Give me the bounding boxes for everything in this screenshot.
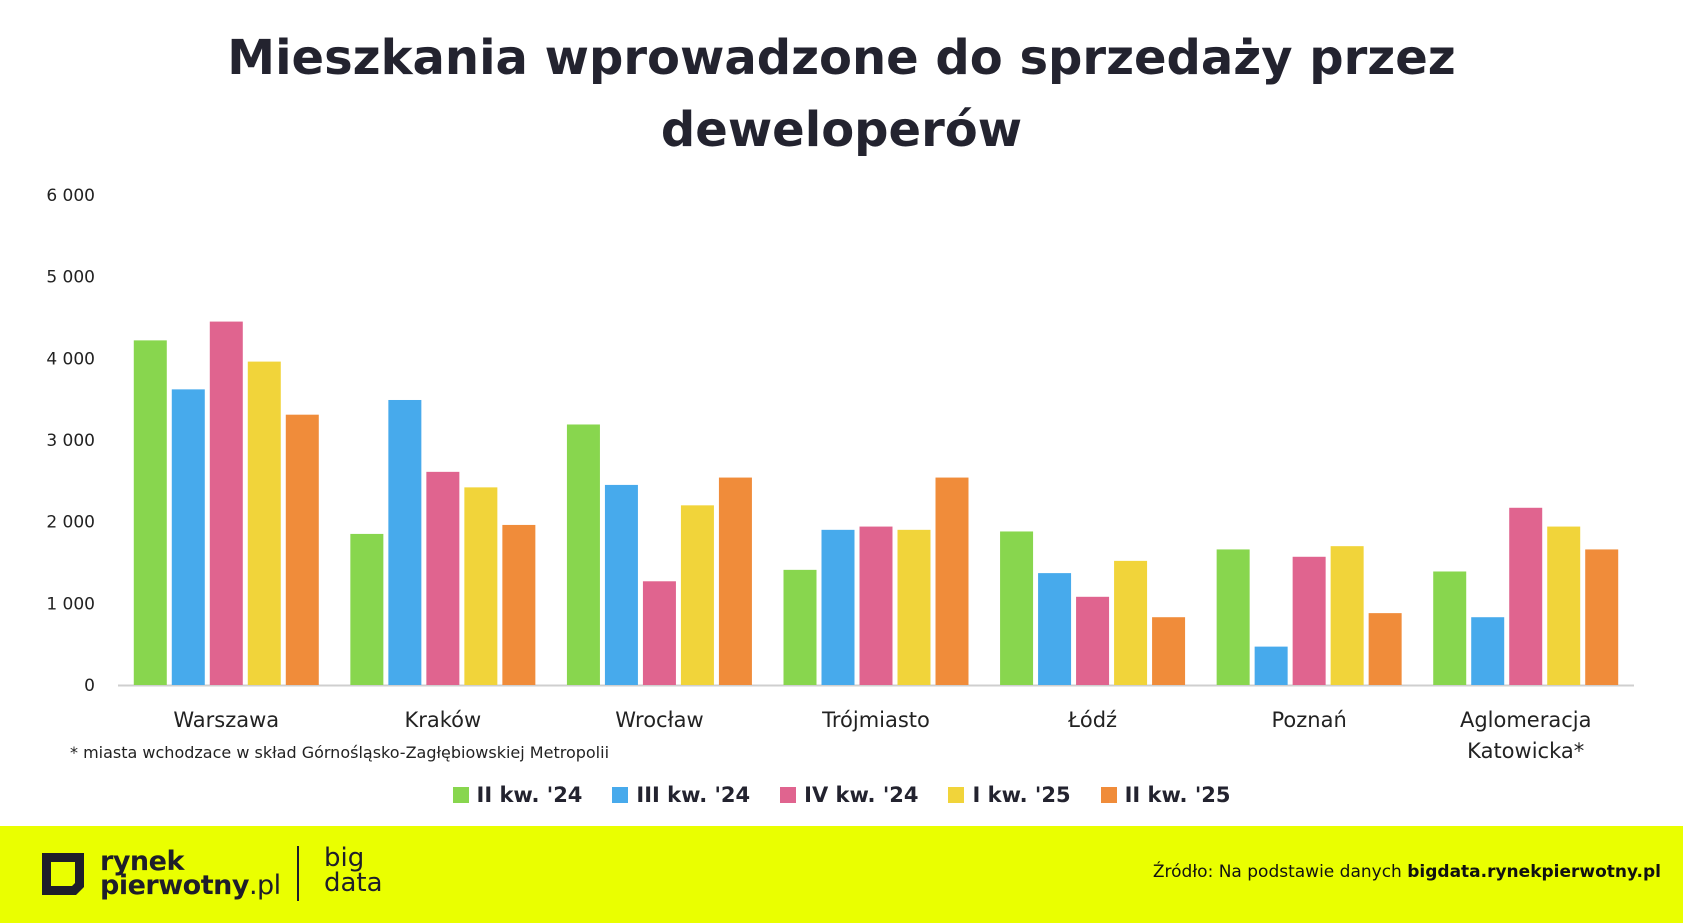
bar xyxy=(464,487,498,685)
legend-swatch xyxy=(452,787,469,803)
bar xyxy=(350,533,384,685)
bar xyxy=(1585,549,1619,685)
bar xyxy=(1114,560,1148,685)
bigdata-logo: big data xyxy=(324,843,383,898)
legend-swatch xyxy=(948,787,965,803)
bar xyxy=(1076,596,1110,685)
bar xyxy=(859,526,893,685)
bar xyxy=(897,529,931,685)
footer-band: rynek pierwotny.pl big data Źródło: Na p… xyxy=(0,826,1683,923)
chart-title-line: deweloperów xyxy=(660,102,1023,158)
x-tick-label: Trójmiasto xyxy=(821,708,930,732)
x-tick-label: Warszawa xyxy=(173,708,279,732)
y-tick-label: 6 000 xyxy=(46,186,95,206)
y-tick-label: 5 000 xyxy=(46,268,95,288)
bar-chart: 0 1 000 2 000 3 000 4 000 5 000 6 000 Warszawa K… xyxy=(46,186,1634,763)
x-tick-label: Łódź xyxy=(1067,708,1117,732)
legend-label: II kw. '24 xyxy=(476,783,583,807)
bar xyxy=(783,569,817,685)
bar xyxy=(388,399,422,685)
source-prefix: Źródło: Na podstawie danych xyxy=(1152,862,1408,882)
legend-item: I kw. '25 xyxy=(948,783,1071,807)
bar xyxy=(502,524,536,685)
legend-item: II kw. '25 xyxy=(1100,783,1231,807)
bar xyxy=(566,424,600,685)
logo-suffix: .pl xyxy=(248,870,281,901)
legend-item: III kw. '24 xyxy=(612,783,750,807)
x-tick-label: Poznań xyxy=(1272,708,1347,732)
legend-label: III kw. '24 xyxy=(636,783,751,807)
legend-item: II kw. '24 xyxy=(452,783,583,807)
source-site: bigdata.rynekpierwotny.pl xyxy=(1407,862,1661,882)
legend-item: IV kw. '24 xyxy=(780,783,918,807)
bar xyxy=(1330,546,1364,685)
chart-title: Mieszkania wprowadzone do sprzedaży prze… xyxy=(0,22,1683,166)
rynekpierwotny-logo: rynek pierwotny.pl xyxy=(42,846,281,901)
y-tick-label: 0 xyxy=(84,676,95,696)
bar xyxy=(821,529,855,685)
y-tick-label: 4 000 xyxy=(46,349,95,369)
bar xyxy=(1038,573,1072,685)
source-note: Źródło: Na podstawie danych bigdata.ryne… xyxy=(1153,862,1661,882)
bar xyxy=(1368,613,1402,685)
x-tick-label: Aglomeracja xyxy=(1460,708,1592,732)
bar xyxy=(133,340,167,685)
bar xyxy=(209,321,243,685)
bar xyxy=(1216,549,1250,685)
bar xyxy=(1471,617,1505,685)
legend-swatch xyxy=(1100,787,1117,803)
bar xyxy=(935,477,969,685)
x-tick-label: Kraków xyxy=(404,708,481,732)
bar xyxy=(1509,507,1543,685)
bar xyxy=(1292,556,1326,685)
bigdata-line1: big xyxy=(324,843,365,873)
bar xyxy=(1152,617,1186,685)
chart-title-line: Mieszkania wprowadzone do sprzedaży prze… xyxy=(227,30,1456,86)
legend: II kw. '24 III kw. '24 IV kw. '24 I kw. '25… xyxy=(0,783,1683,807)
legend-label: II kw. '25 xyxy=(1124,783,1231,807)
logo-line2: pierwotny xyxy=(100,870,249,901)
footnote: * miasta wchodzace w skład Górnośląsko-Z… xyxy=(70,743,610,762)
bar xyxy=(718,477,752,685)
bar xyxy=(1000,531,1034,685)
bar xyxy=(680,505,714,685)
bar xyxy=(426,471,460,685)
bar xyxy=(171,389,205,685)
bar xyxy=(285,414,319,685)
legend-label: I kw. '25 xyxy=(972,783,1071,807)
bar xyxy=(1433,571,1467,685)
logo-line1: rynek xyxy=(100,846,184,877)
x-tick-label: Katowicka* xyxy=(1467,739,1584,763)
x-tick-label: Wrocław xyxy=(615,708,703,732)
logo-divider xyxy=(297,846,299,901)
bar xyxy=(1547,526,1581,685)
bar xyxy=(604,484,638,685)
bar xyxy=(642,581,676,685)
y-tick-label: 1 000 xyxy=(46,594,95,614)
legend-swatch xyxy=(780,787,797,803)
bigdata-line2: data xyxy=(324,868,383,898)
legend-swatch xyxy=(612,787,629,803)
y-tick-label: 3 000 xyxy=(46,431,95,451)
y-tick-label: 2 000 xyxy=(46,513,95,533)
logo-square-icon xyxy=(42,853,84,895)
bar xyxy=(247,361,281,685)
legend-label: IV kw. '24 xyxy=(804,783,919,807)
bar xyxy=(1254,646,1288,685)
